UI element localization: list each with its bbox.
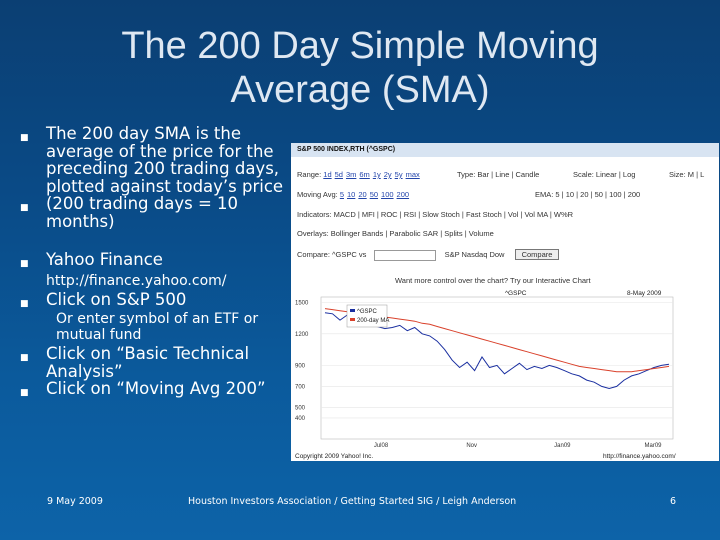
range-label: Range: [297, 170, 322, 179]
mavg-link[interactable]: 10 [347, 190, 356, 199]
x-tick-label: Nov [466, 443, 477, 449]
yahoo-link[interactable]: http://finance.yahoo.com/ [46, 272, 227, 289]
bullet-text: Click on S&P 500 [46, 289, 187, 309]
x-tick-label: Mar09 [644, 443, 662, 449]
chart-date-label: 8-May 2009 [627, 290, 662, 297]
page-number: 6 [670, 496, 677, 507]
scale-row[interactable]: Scale: Linear | Log [573, 170, 636, 179]
compare-options[interactable]: S&P Nasdaq Dow [444, 250, 505, 259]
chart-ticker-label: ^GSPC [505, 290, 527, 297]
mavg-link[interactable]: 200 [396, 190, 410, 199]
y-tick-label: 1500 [295, 300, 309, 306]
y-tick-label: 1200 [295, 332, 309, 338]
bullet-icon: ■ [20, 203, 29, 213]
ema-row[interactable]: EMA: 5 | 10 | 20 | 50 | 100 | 200 [535, 190, 641, 199]
mavg-link[interactable]: 5 [339, 190, 344, 199]
legend-gspc: ^GSPC [357, 309, 377, 315]
bullet-text: The 200 day SMA is the average of the pr… [46, 124, 284, 196]
x-tick-label: Jan09 [554, 443, 571, 449]
bullet-icon: ■ [20, 259, 29, 269]
compare-row: Compare: ^GSPC vs S&P Nasdaq Dow Compare [297, 249, 560, 261]
series-line--gspc [324, 312, 670, 390]
x-tick-label: Jul08 [374, 443, 389, 449]
slide-title: The 200 Day Simple Moving Average (SMA) [60, 24, 660, 112]
mavg-row: Moving Avg: 5 10 20 50 100 200 [297, 190, 412, 199]
range-link[interactable]: 3m [345, 170, 357, 179]
bullet-item: ■ (200 trading days = 10 months) [20, 195, 290, 230]
bullet-list: ■ The 200 day SMA is the average of the p… [20, 125, 290, 398]
indicators-row[interactable]: Indicators: MACD | MFI | ROC | RSI | Slo… [297, 210, 574, 219]
bullet-icon: ■ [20, 388, 29, 398]
bullet-icon: ■ [20, 298, 29, 309]
chart-legend [346, 304, 388, 328]
y-tick-label: 400 [295, 416, 306, 422]
footer-date: 9 May 2009 [47, 496, 103, 507]
compare-button[interactable]: Compare [514, 249, 560, 260]
title-line-1: The 200 Day Simple Moving [121, 25, 599, 67]
range-link[interactable]: 1d [323, 170, 332, 179]
sub-bullet-text: Or enter symbol of an ETF or mutual fund [56, 311, 259, 343]
range-link[interactable]: 5y [394, 170, 403, 179]
mavg-label: Moving Avg: [297, 190, 338, 199]
yahoo-chart-screenshot: S&P 500 INDEX,RTH (^GSPC) Range: 1d 5d 3m 6… [291, 143, 719, 461]
chart-header: S&P 500 INDEX,RTH (^GSPC) [291, 143, 719, 157]
chart-x-axis: Jul08 Nov Jan09 Mar09 [374, 443, 662, 449]
bullet-item: ■ Click on “Basic Technical Analysis” [20, 345, 290, 380]
type-row[interactable]: Type: Bar | Line | Candle [457, 170, 540, 179]
source-url: http://finance.yahoo.com/ [603, 453, 676, 460]
footer-center: Houston Investors Association / Getting … [188, 496, 517, 507]
range-link[interactable]: 6m [359, 170, 370, 179]
bullet-item: ■ The 200 day SMA is the average of the p… [20, 125, 290, 195]
more-control-text[interactable]: Want more control over the chart? Try ou… [395, 276, 591, 285]
overlays-row[interactable]: Overlays: Bollinger Bands | Parabolic SA… [297, 229, 494, 238]
range-link[interactable]: 1y [372, 170, 381, 179]
mavg-link[interactable]: 50 [369, 190, 379, 199]
y-tick-label: 500 [295, 405, 306, 411]
range-link[interactable]: 2y [383, 170, 392, 179]
mavg-link[interactable]: 20 [358, 190, 367, 199]
legend-swatch-gspc [350, 309, 355, 312]
legend-ma: 200-day MA [357, 318, 389, 324]
bullet-text: Yahoo Finance [46, 250, 163, 269]
chart-y-grid: 1500 1200 900 700 500 400 [295, 300, 673, 422]
compare-input[interactable] [374, 249, 437, 261]
bullet-icon: ■ [20, 353, 29, 363]
bullet-text: Click on “Basic Technical Analysis” [46, 344, 250, 381]
range-row: Range: 1d 5d 3m 6m 1y 2y 5y max [297, 170, 423, 179]
bullet-icon: ■ [20, 133, 29, 143]
size-row[interactable]: Size: M | L [669, 170, 705, 179]
y-tick-label: 900 [295, 363, 306, 369]
y-tick-label: 700 [295, 384, 306, 390]
bullet-item: ■ Click on S&P 500 [20, 289, 290, 309]
title-line-2: Average (SMA) [230, 69, 490, 111]
legend-swatch-ma [350, 318, 355, 321]
mavg-link[interactable]: 100 [381, 190, 394, 199]
compare-label: Compare: ^GSPC vs [297, 250, 367, 259]
bullet-text: Click on “Moving Avg 200” [46, 379, 266, 398]
range-link[interactable]: max [405, 170, 420, 179]
range-link[interactable]: 5d [334, 170, 343, 179]
bullet-text: (200 trading days = 10 months) [46, 194, 239, 231]
bullet-item: ■ Yahoo Finance [20, 251, 290, 269]
copyright-text: Copyright 2009 Yahoo! Inc. [295, 453, 373, 460]
bullet-item: ■ Click on “Moving Avg 200” [20, 380, 290, 398]
